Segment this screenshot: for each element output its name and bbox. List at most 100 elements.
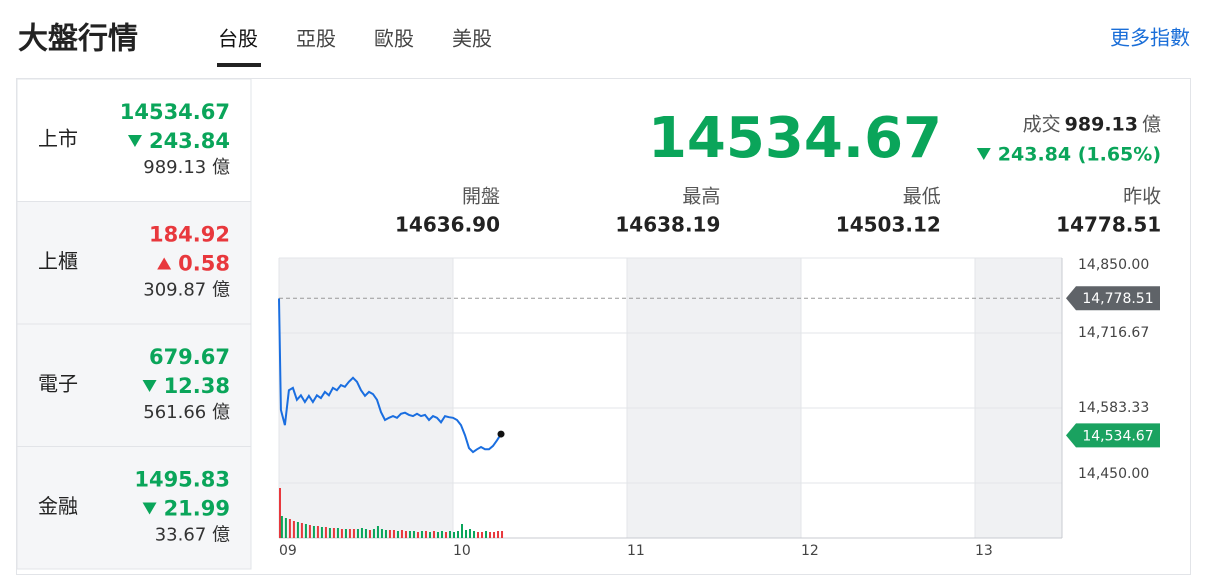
volume-bar xyxy=(457,531,460,538)
time-band xyxy=(627,258,801,538)
stat-label: 開盤 xyxy=(462,186,500,208)
volume-bar xyxy=(308,525,311,538)
tab[interactable]: 亞股 xyxy=(296,27,336,51)
last-price-label: 14,534.67 xyxy=(1082,428,1153,444)
summary-change: 243.84 (1.65%) xyxy=(998,144,1161,166)
volume-value: 989.13 xyxy=(1065,114,1138,136)
volume-bar xyxy=(469,529,472,538)
volume-bar xyxy=(380,529,383,538)
tab-underline xyxy=(217,63,261,67)
volume-bar xyxy=(292,521,295,538)
change-arrow xyxy=(142,502,157,515)
x-tick-label: 13 xyxy=(975,543,993,559)
volume-bar xyxy=(396,531,399,538)
index-value: 1495.83 xyxy=(134,468,230,492)
y-tick-label: 14,850.00 xyxy=(1078,257,1149,273)
volume-bar xyxy=(300,523,303,538)
volume-bar xyxy=(388,530,391,538)
volume-bar xyxy=(400,530,403,538)
y-tick-label: 14,450.00 xyxy=(1078,466,1149,482)
volume-unit: 億 xyxy=(1142,114,1161,136)
volume-bar xyxy=(384,530,387,538)
volume-bar xyxy=(368,530,371,538)
tab[interactable]: 美股 xyxy=(452,27,492,51)
summary-arrow xyxy=(976,148,991,160)
page-title: 大盤行情 xyxy=(18,22,138,57)
index-value: 679.67 xyxy=(149,345,230,369)
reference-label: 14,778.51 xyxy=(1082,291,1153,307)
volume-bar xyxy=(473,531,476,538)
volume-bar xyxy=(356,529,359,538)
volume-bar xyxy=(420,531,423,538)
index-volume: 309.87 億 xyxy=(143,280,230,301)
time-band xyxy=(975,258,1062,538)
stat-value: 14636.90 xyxy=(395,213,500,237)
more-link[interactable]: 更多指數 xyxy=(1110,26,1190,50)
stat-value: 14778.51 xyxy=(1056,213,1161,237)
volume-bar xyxy=(489,532,492,538)
x-tick-label: 11 xyxy=(627,543,645,559)
volume-bar xyxy=(436,532,439,538)
volume-bar xyxy=(485,531,488,538)
change-arrow xyxy=(127,135,142,147)
last-point xyxy=(497,430,505,438)
index-change: 243.84 xyxy=(149,129,230,153)
index-item-bg[interactable] xyxy=(16,446,252,570)
reference-tag xyxy=(1066,286,1160,311)
volume-bar xyxy=(444,532,447,538)
volume-bar xyxy=(376,526,379,538)
volume-bar xyxy=(320,527,323,538)
volume-bar xyxy=(461,524,464,538)
change-arrow xyxy=(142,380,157,392)
volume-bar xyxy=(344,529,347,538)
stat-label: 昨收 xyxy=(1123,186,1161,208)
volume-bar xyxy=(316,526,319,538)
stat-value: 14638.19 xyxy=(615,213,720,237)
tab[interactable]: 台股 xyxy=(218,27,258,51)
volume-bar xyxy=(280,516,283,538)
volume-bar xyxy=(408,531,411,538)
change-arrow xyxy=(157,257,172,270)
volume-bar xyxy=(328,528,331,538)
index-name: 電子 xyxy=(38,372,78,396)
time-band xyxy=(279,258,453,538)
volume-bar xyxy=(501,531,504,538)
volume-bar xyxy=(364,529,367,538)
index-change: 0.58 xyxy=(178,252,230,276)
volume-bar xyxy=(348,529,351,538)
volume-bar xyxy=(304,524,307,538)
y-tick-label: 14,716.67 xyxy=(1078,325,1149,341)
volume-bar xyxy=(372,529,375,538)
volume-bar xyxy=(424,531,427,538)
volume-bar xyxy=(404,531,407,538)
volume-bar xyxy=(340,529,343,538)
volume-bar xyxy=(336,528,339,538)
volume-bar xyxy=(465,530,468,538)
volume-bar xyxy=(412,531,415,538)
volume-bar xyxy=(493,532,496,538)
volume-bar xyxy=(312,526,315,538)
index-item-bg[interactable] xyxy=(16,323,252,447)
volume-bar xyxy=(296,522,299,538)
stat-value: 14503.12 xyxy=(836,213,941,237)
tab[interactable]: 歐股 xyxy=(374,27,414,51)
index-name: 金融 xyxy=(38,494,78,518)
index-name: 上櫃 xyxy=(38,249,78,273)
volume-bar xyxy=(332,528,335,538)
index-change: 12.38 xyxy=(164,374,230,398)
volume-bar xyxy=(416,532,419,538)
volume-bar xyxy=(432,531,435,538)
volume-bar xyxy=(448,531,451,538)
volume-bar xyxy=(392,530,395,538)
volume-bar xyxy=(279,488,281,538)
last-price-tag xyxy=(1066,423,1160,448)
y-tick-label: 14,583.33 xyxy=(1078,400,1149,416)
volume-bar xyxy=(497,531,500,538)
volume-bar xyxy=(477,532,480,538)
volume-label: 成交 xyxy=(1023,114,1061,136)
x-tick-label: 09 xyxy=(279,543,297,559)
volume-bar xyxy=(288,519,291,538)
volume-bar xyxy=(360,528,363,538)
